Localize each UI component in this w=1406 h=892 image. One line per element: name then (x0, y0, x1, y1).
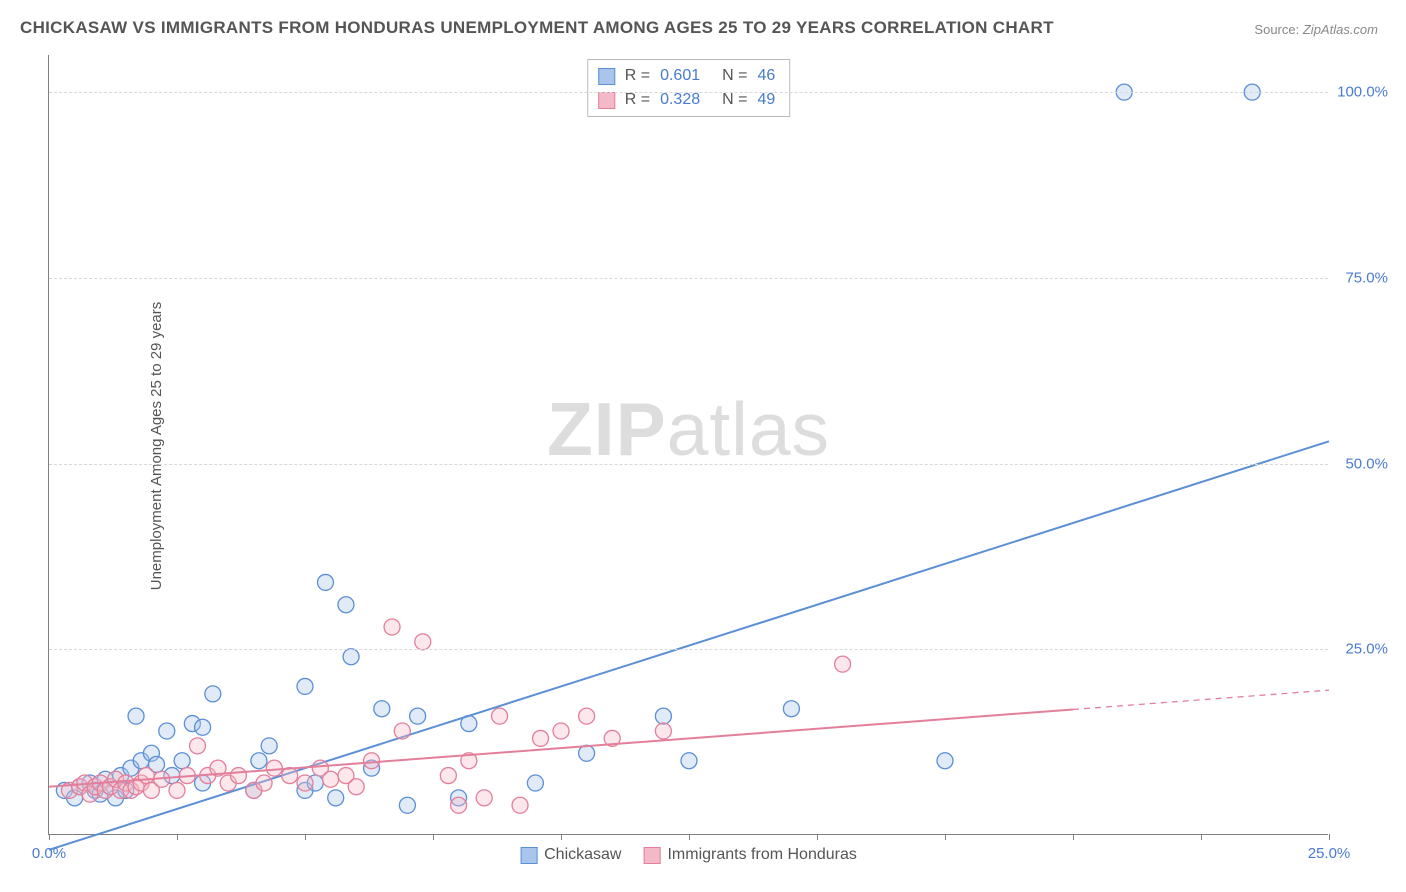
legend-item-1: Immigrants from Honduras (643, 846, 856, 864)
scatter-point (323, 771, 339, 787)
series-legend: Chickasaw Immigrants from Honduras (520, 846, 857, 864)
source-label: Source: (1254, 22, 1299, 37)
scatter-point (328, 790, 344, 806)
swatch-bottom-1 (643, 847, 660, 864)
scatter-point (533, 730, 549, 746)
scatter-point (348, 779, 364, 795)
scatter-point (128, 708, 144, 724)
scatter-point (579, 745, 595, 761)
scatter-point (261, 738, 277, 754)
scatter-point (189, 738, 205, 754)
x-tick (1329, 834, 1330, 840)
scatter-point (230, 768, 246, 784)
scatter-point (266, 760, 282, 776)
chart-title: CHICKASAW VS IMMIGRANTS FROM HONDURAS UN… (20, 18, 1054, 38)
x-tick-label: 25.0% (1308, 845, 1351, 862)
y-tick-label: 25.0% (1345, 641, 1388, 658)
scatter-point (297, 775, 313, 791)
scatter-point (195, 719, 211, 735)
scatter-point (138, 768, 154, 784)
x-tick (945, 834, 946, 840)
x-tick (305, 834, 306, 840)
chart-svg-layer (49, 55, 1328, 834)
scatter-point (394, 723, 410, 739)
scatter-point (410, 708, 426, 724)
legend-item-0: Chickasaw (520, 846, 621, 864)
scatter-point (159, 723, 175, 739)
scatter-point (415, 634, 431, 650)
scatter-point (476, 790, 492, 806)
scatter-point (655, 708, 671, 724)
scatter-point (783, 701, 799, 717)
scatter-point (374, 701, 390, 717)
scatter-point (338, 597, 354, 613)
y-tick-label: 75.0% (1345, 269, 1388, 286)
scatter-point (297, 678, 313, 694)
chart-plot-area: ZIPatlas R = 0.601 N = 46 R = 0.328 N = … (48, 55, 1328, 835)
scatter-point (384, 619, 400, 635)
scatter-point (205, 686, 221, 702)
scatter-point (553, 723, 569, 739)
scatter-point (681, 753, 697, 769)
x-tick (1073, 834, 1074, 840)
gridline (49, 464, 1328, 465)
gridline (49, 92, 1328, 93)
y-tick-label: 100.0% (1337, 84, 1388, 101)
scatter-point (169, 782, 185, 798)
scatter-point (512, 797, 528, 813)
scatter-point (251, 753, 267, 769)
legend-label-0: Chickasaw (544, 846, 621, 864)
scatter-point (492, 708, 508, 724)
x-tick (177, 834, 178, 840)
x-tick (689, 834, 690, 840)
scatter-point (174, 753, 190, 769)
x-tick (1201, 834, 1202, 840)
x-tick-label: 0.0% (32, 845, 66, 862)
x-tick (817, 834, 818, 840)
x-tick (433, 834, 434, 840)
source-attribution: Source: ZipAtlas.com (1254, 22, 1378, 37)
scatter-point (317, 574, 333, 590)
y-tick-label: 50.0% (1345, 455, 1388, 472)
source-value: ZipAtlas.com (1303, 22, 1378, 37)
scatter-point (527, 775, 543, 791)
scatter-point (937, 753, 953, 769)
x-tick (561, 834, 562, 840)
scatter-point (399, 797, 415, 813)
gridline (49, 278, 1328, 279)
scatter-point (364, 753, 380, 769)
scatter-point (343, 649, 359, 665)
legend-label-1: Immigrants from Honduras (667, 846, 856, 864)
scatter-point (835, 656, 851, 672)
scatter-point (655, 723, 671, 739)
scatter-point (256, 775, 272, 791)
scatter-point (451, 797, 467, 813)
scatter-point (579, 708, 595, 724)
swatch-bottom-0 (520, 847, 537, 864)
scatter-point (440, 768, 456, 784)
gridline (49, 649, 1328, 650)
x-tick (49, 834, 50, 840)
